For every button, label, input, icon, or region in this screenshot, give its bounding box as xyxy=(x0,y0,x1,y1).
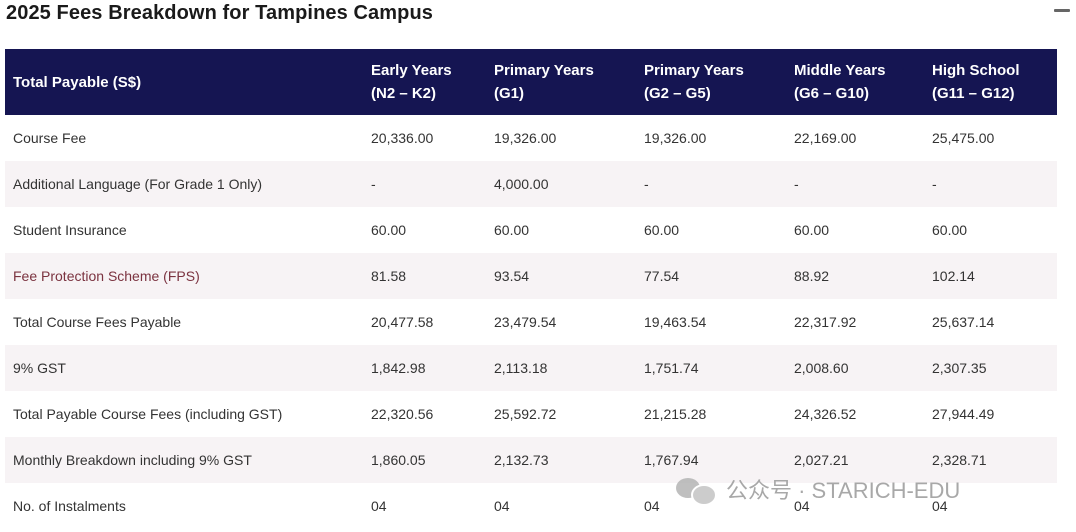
table-cell: 22,320.56 xyxy=(371,406,434,422)
table-cell: 60.00 xyxy=(371,222,407,238)
table-cell: 102.14 xyxy=(924,253,1057,299)
header-cell: Early Years (N2 – K2) xyxy=(371,62,452,102)
header-cell: Primary Years (G1) xyxy=(494,62,594,102)
table-cell: 1,842.98 xyxy=(363,345,486,391)
table-row: Course Fee 20,336.00 19,326.00 19,326.00… xyxy=(5,115,1057,161)
table-cell: - xyxy=(363,161,486,207)
table-cell: 04 xyxy=(371,498,387,514)
table-cell: 2,328.71 xyxy=(924,437,1057,483)
table-cell: 2,027.21 xyxy=(786,437,924,483)
table-cell: 2,132.73 xyxy=(486,437,636,483)
table-cell: 2,307.35 xyxy=(924,345,1057,391)
table-cell: 60.00 xyxy=(794,222,830,238)
table-cell: 25,637.14 xyxy=(932,314,995,330)
table-cell: 20,477.58 xyxy=(371,314,434,330)
table-cell: 88.92 xyxy=(786,253,924,299)
table-cell: 19,326.00 xyxy=(644,130,707,146)
row-label: Student Insurance xyxy=(13,222,127,238)
page-title: 2025 Fees Breakdown for Tampines Campus xyxy=(6,2,434,24)
table-cell: 04 xyxy=(644,498,660,514)
row-label: 9% GST xyxy=(5,345,363,391)
table-cell: 04 xyxy=(494,498,510,514)
table-row: Student Insurance 60.00 60.00 60.00 60.0… xyxy=(5,207,1057,253)
table-row: No. of Instalments 04 04 04 04 04 xyxy=(5,483,1057,529)
collapse-icon[interactable] xyxy=(1054,9,1070,12)
fees-table: Total Payable (S$) Early Years (N2 – K2) … xyxy=(5,49,1057,529)
header-cell: Middle Years (G6 – G10) xyxy=(794,62,886,102)
table-row: Monthly Breakdown including 9% GST 1,860… xyxy=(5,437,1057,483)
table-cell: 19,463.54 xyxy=(644,314,707,330)
table-cell: 60.00 xyxy=(644,222,680,238)
row-label: Monthly Breakdown including 9% GST xyxy=(5,437,363,483)
table-cell: 23,479.54 xyxy=(494,314,557,330)
table-row: Total Payable Course Fees (including GST… xyxy=(5,391,1057,437)
table-cell: 1,767.94 xyxy=(636,437,786,483)
table-row: Total Course Fees Payable 20,477.58 23,4… xyxy=(5,299,1057,345)
table-cell: 27,944.49 xyxy=(932,406,995,422)
table-row: Fee Protection Scheme (FPS) 81.58 93.54 … xyxy=(5,253,1057,299)
table-cell: 25,592.72 xyxy=(494,406,557,422)
table-cell: 60.00 xyxy=(494,222,530,238)
table-cell: - xyxy=(786,161,924,207)
table-cell: 21,215.28 xyxy=(644,406,707,422)
header-cell: Primary Years (G2 – G5) xyxy=(644,62,744,102)
table-cell: 24,326.52 xyxy=(794,406,857,422)
header-cell: Total Payable (S$) xyxy=(13,73,142,91)
table-cell: 22,317.92 xyxy=(794,314,857,330)
table-cell: 4,000.00 xyxy=(486,161,636,207)
table-cell: 81.58 xyxy=(363,253,486,299)
table-cell: 22,169.00 xyxy=(794,130,857,146)
row-label: Total Payable Course Fees (including GST… xyxy=(13,406,283,422)
table-cell: 1,860.05 xyxy=(363,437,486,483)
table-cell: 25,475.00 xyxy=(932,130,995,146)
row-label: Course Fee xyxy=(13,130,87,146)
table-cell: 2,008.60 xyxy=(786,345,924,391)
table-cell: 04 xyxy=(932,498,948,514)
table-cell: 20,336.00 xyxy=(371,130,434,146)
table-cell: 60.00 xyxy=(932,222,968,238)
table-cell: 1,751.74 xyxy=(636,345,786,391)
table-cell: 93.54 xyxy=(486,253,636,299)
row-label: No. of Instalments xyxy=(13,498,126,514)
fps-link[interactable]: Fee Protection Scheme (FPS) xyxy=(5,253,363,299)
table-row: Additional Language (For Grade 1 Only) -… xyxy=(5,161,1057,207)
table-cell: 2,113.18 xyxy=(486,345,636,391)
table-cell: 77.54 xyxy=(636,253,786,299)
table-cell: 19,326.00 xyxy=(494,130,557,146)
table-cell: - xyxy=(636,161,786,207)
row-label: Additional Language (For Grade 1 Only) xyxy=(5,161,363,207)
table-row: 9% GST 1,842.98 2,113.18 1,751.74 2,008.… xyxy=(5,345,1057,391)
row-label: Total Course Fees Payable xyxy=(13,314,182,330)
header-cell: High School (G11 – G12) xyxy=(932,62,1020,102)
table-cell: 04 xyxy=(794,498,810,514)
table-header-row: Total Payable (S$) Early Years (N2 – K2) … xyxy=(5,49,1057,115)
table-cell: - xyxy=(924,161,1057,207)
